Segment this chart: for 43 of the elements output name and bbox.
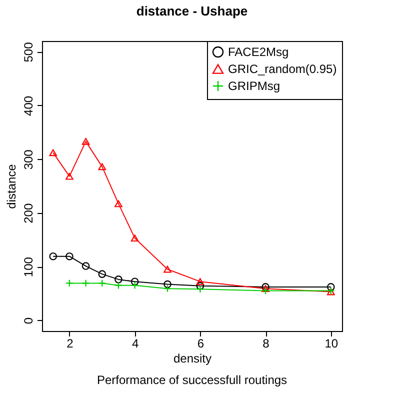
y-tick-label: 500: [22, 42, 36, 62]
y-tick-label: 0: [22, 317, 36, 324]
point: [66, 279, 74, 288]
point: [164, 284, 172, 292]
point: [130, 281, 139, 290]
text: Performance of successfull routings: [96, 373, 288, 387]
x-tick-label: 10: [324, 336, 338, 350]
point: [98, 279, 106, 288]
point: [98, 163, 106, 170]
point: [114, 281, 122, 290]
legend-label: GRIC_random(0.95): [228, 62, 337, 76]
y-tick-label: 300: [22, 149, 36, 170]
point: [196, 278, 204, 286]
y-tick-label: 400: [22, 96, 36, 116]
point: [164, 266, 172, 273]
point: [66, 252, 74, 260]
legend-label: FACE2Msg: [228, 45, 289, 59]
point: [49, 149, 58, 156]
chart-title: distance - Ushape: [136, 4, 248, 18]
point: [262, 286, 270, 295]
point: [114, 200, 122, 208]
point: [196, 285, 204, 294]
point: [49, 252, 58, 260]
point: [326, 283, 335, 291]
point: [130, 278, 139, 286]
point: [114, 276, 122, 284]
x-tick-label: 6: [197, 336, 204, 350]
point: [130, 234, 139, 242]
point: [164, 280, 172, 288]
x-axis-title: density: [173, 352, 212, 366]
point: [66, 172, 74, 180]
x-tick-label: 4: [132, 336, 139, 350]
legend-label: GRIPMsg: [228, 79, 280, 93]
point: [82, 279, 90, 288]
point: [82, 138, 90, 145]
y-axis-title: distance: [4, 164, 18, 209]
y-tick-label: 100: [22, 256, 36, 278]
point: [98, 270, 106, 278]
y-tick-label: 200: [22, 203, 36, 224]
x-tick-label: 2: [66, 336, 74, 350]
point: [82, 262, 90, 270]
x-tick-label: 8: [262, 336, 270, 350]
point: [196, 282, 204, 290]
